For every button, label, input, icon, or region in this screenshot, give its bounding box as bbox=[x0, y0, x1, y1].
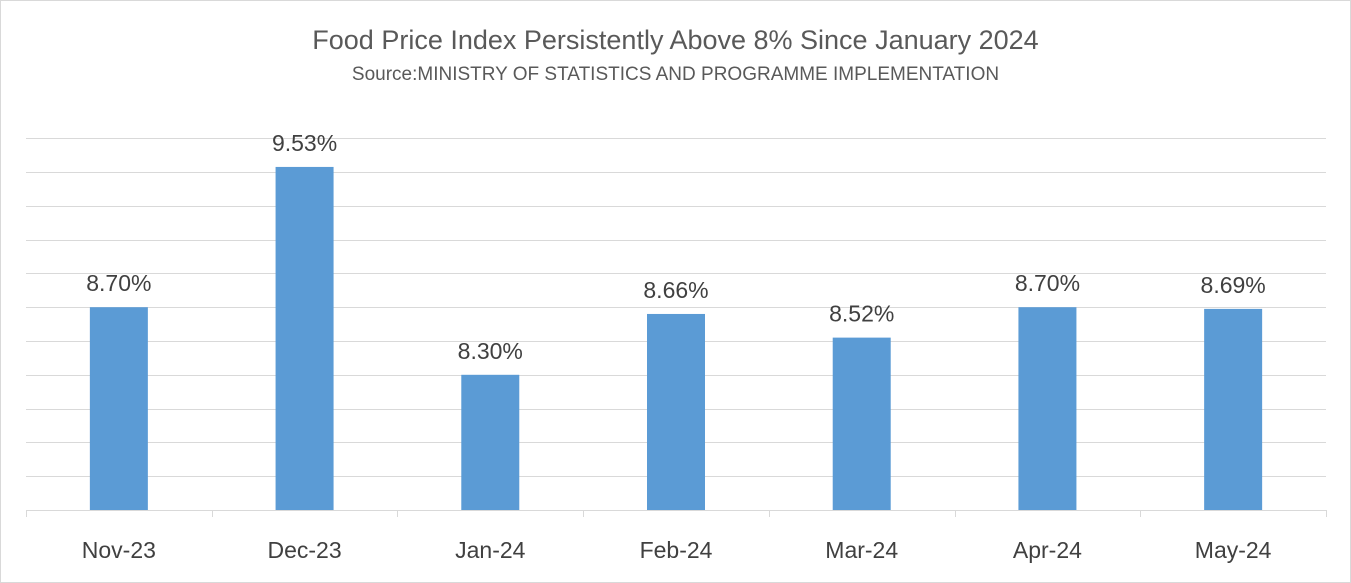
data-label: 8.69% bbox=[1201, 272, 1266, 298]
x-tick-label: Nov-23 bbox=[82, 537, 156, 563]
data-label: 8.70% bbox=[86, 270, 151, 296]
chart-title: Food Price Index Persistently Above 8% S… bbox=[312, 25, 1039, 55]
data-label: 8.52% bbox=[829, 301, 894, 327]
bar-mar-24 bbox=[832, 337, 891, 510]
x-tick-label: Apr-24 bbox=[1013, 537, 1082, 563]
data-label: 8.70% bbox=[1015, 270, 1080, 296]
bar-nov-23 bbox=[89, 307, 148, 510]
data-label: 9.53% bbox=[272, 130, 337, 156]
x-tick-label: Dec-23 bbox=[267, 537, 341, 563]
bar-may-24 bbox=[1204, 308, 1263, 510]
x-tick-label: Jan-24 bbox=[455, 537, 526, 563]
chart-subtitle: Source:MINISTRY OF STATISTICS AND PROGRA… bbox=[351, 64, 1000, 85]
data-label: 8.66% bbox=[643, 277, 708, 303]
bar-feb-24 bbox=[647, 313, 705, 510]
data-label: 8.30% bbox=[458, 338, 523, 364]
bar-dec-23 bbox=[275, 166, 334, 510]
bar-jan-24 bbox=[461, 374, 520, 510]
x-tick-label: Mar-24 bbox=[825, 537, 898, 563]
x-tick-label: May-24 bbox=[1195, 537, 1272, 563]
x-tick-label: Feb-24 bbox=[640, 537, 713, 563]
bar-apr-24 bbox=[1018, 307, 1077, 510]
